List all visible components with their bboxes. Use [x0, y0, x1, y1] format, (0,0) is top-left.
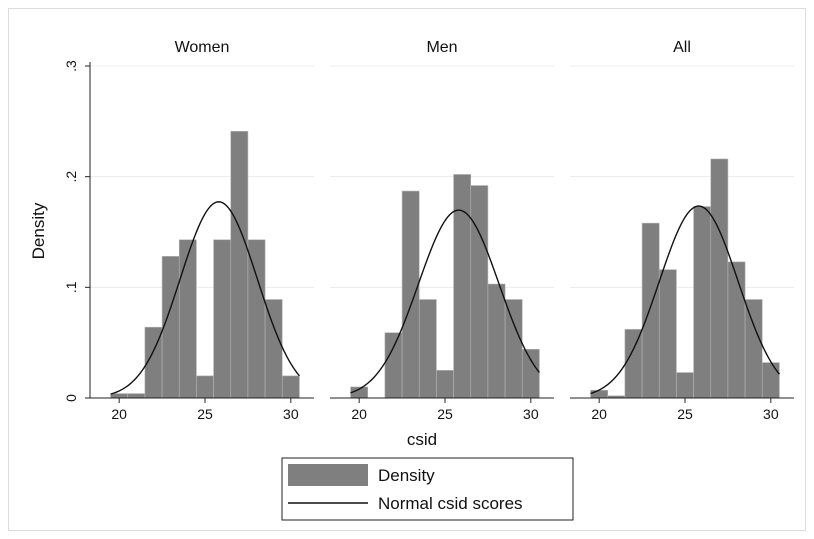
bar: [470, 185, 489, 399]
bar: [710, 158, 729, 399]
y-tick-label: .2: [63, 171, 79, 183]
panel-all: 20 25 30 All: [570, 39, 794, 422]
bar: [264, 299, 283, 399]
panels-group: 20 25 30 Women 0 .1 .2 .3 20 25 30 Men 20 25 30 All: [63, 39, 794, 422]
y-tick-label: 0: [63, 394, 79, 402]
panel-men: 20 25 30 Men: [330, 39, 554, 422]
bar: [110, 393, 129, 399]
x-tick-label: 25: [437, 406, 453, 422]
bar: [418, 299, 437, 399]
bar: [624, 329, 643, 399]
bar: [590, 389, 609, 399]
bar: [744, 299, 763, 399]
y-tick-label: .3: [63, 60, 79, 72]
bar: [521, 349, 540, 399]
x-tick-label: 30: [283, 406, 299, 422]
y-axis-label: Density: [29, 202, 48, 259]
bar: [161, 256, 180, 399]
legend-label-density: Density: [378, 466, 435, 485]
bar: [487, 283, 506, 399]
bar: [247, 239, 266, 399]
normal-curve: [590, 205, 780, 395]
bar: [436, 370, 454, 399]
legend-label-normal: Normal csid scores: [378, 494, 523, 513]
legend: Density Normal csid scores: [281, 457, 574, 521]
bar: [727, 261, 746, 399]
bar: [127, 393, 146, 399]
bar: [761, 362, 780, 399]
bar: [384, 332, 403, 399]
panel-title: Men: [426, 39, 457, 56]
bar: [213, 239, 232, 399]
x-tick-label: 20: [111, 406, 127, 422]
normal-curve: [110, 201, 300, 395]
bar: [281, 375, 300, 399]
bar: [693, 206, 712, 399]
bar: [504, 299, 523, 399]
bar: [230, 130, 249, 399]
bar: [676, 372, 694, 399]
y-tick-label: .1: [63, 281, 79, 293]
panel-women: 20 25 30 Women 0 .1 .2 .3: [63, 39, 314, 422]
x-tick-label: 20: [591, 406, 607, 422]
x-tick-label: 30: [763, 406, 779, 422]
bar: [641, 222, 660, 399]
panel-title: All: [673, 39, 691, 56]
normal-curve: [350, 209, 540, 394]
legend-swatch-density: [288, 464, 368, 486]
bar: [196, 375, 214, 399]
x-tick-label: 25: [197, 406, 213, 422]
bar: [178, 239, 197, 399]
x-tick-label: 30: [523, 406, 539, 422]
bar: [453, 174, 472, 399]
x-axis-label: csid: [407, 430, 437, 449]
bar: [401, 190, 420, 399]
panel-title: Women: [175, 39, 230, 56]
bar: [658, 269, 677, 399]
x-tick-label: 20: [351, 406, 367, 422]
x-tick-label: 25: [677, 406, 693, 422]
